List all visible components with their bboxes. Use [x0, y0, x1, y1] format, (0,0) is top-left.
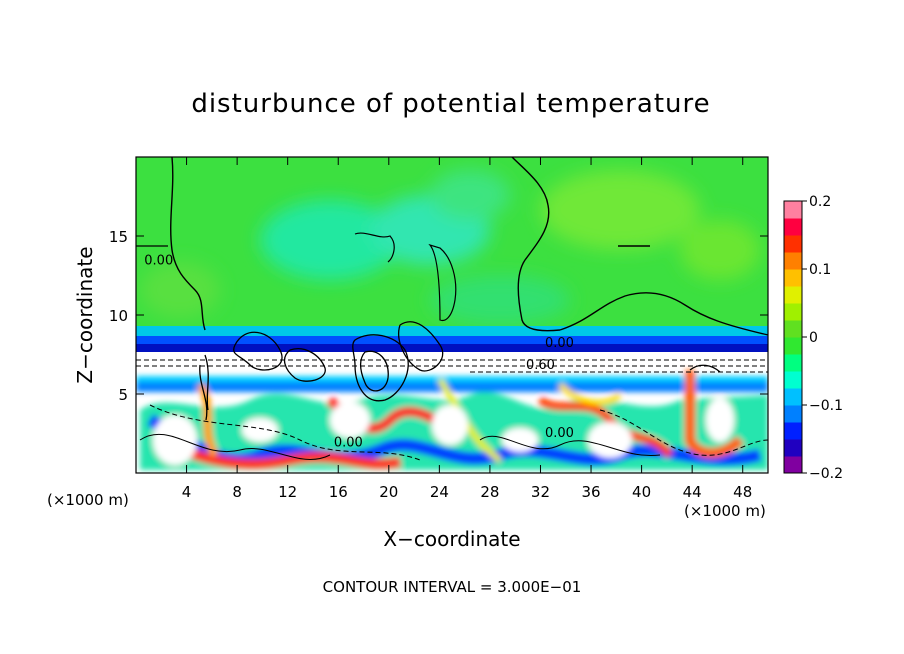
contour-line-turbulent-6	[359, 350, 389, 392]
contour-label: 0.00	[334, 435, 363, 450]
svg-text:0.00: 0.00	[144, 254, 173, 269]
x-tick-label: 12	[278, 483, 297, 501]
colorbar-swatch	[784, 235, 802, 253]
colorbar-swatch	[784, 354, 802, 372]
x-tick-label: 4	[182, 483, 192, 501]
contour-line-turbulent-2	[352, 334, 409, 402]
y-tick-label: 5	[118, 386, 128, 404]
svg-text:0.60: 0.60	[526, 358, 555, 373]
colorbar-swatch	[784, 422, 802, 440]
colorbar-swatch	[784, 439, 802, 457]
colorbar-swatch	[784, 371, 802, 389]
colorbar-swatch	[784, 286, 802, 304]
x-unit-right: (×1000 m)	[684, 502, 766, 520]
x-tick-label: 24	[430, 483, 449, 501]
contour-lines	[136, 157, 768, 461]
x-tick-label: 40	[632, 483, 651, 501]
colorbar-swatch	[784, 252, 802, 270]
x-tick-label: 28	[480, 483, 499, 501]
colorbar-tick-label: 0.2	[809, 194, 831, 210]
svg-text:0.00: 0.00	[545, 426, 574, 441]
contour-line-turbulent-4	[283, 348, 326, 382]
colorbar-swatch	[784, 320, 802, 338]
contour-label: 0.00	[545, 336, 574, 351]
colorbar-swatch	[784, 201, 802, 219]
chart-title: disturbunce of potential temperature	[191, 89, 710, 119]
colorbar-swatch	[784, 388, 802, 406]
contour-line-patch	[428, 243, 457, 322]
x-tick-label: 16	[329, 483, 348, 501]
x-unit-left: (×1000 m)	[47, 491, 129, 509]
colorbar-tick-label: 0.1	[809, 262, 831, 278]
x-tick-label: 36	[581, 483, 600, 501]
x-tick-label: 44	[683, 483, 702, 501]
contour-line-zero-right	[559, 292, 768, 336]
colorbar-tick-label: −0.1	[809, 398, 843, 414]
contour-line-turbulent-1	[233, 331, 283, 371]
x-tick-label: 32	[531, 483, 550, 501]
contour-line-lower-1	[139, 433, 331, 460]
svg-text:0.00: 0.00	[545, 336, 574, 351]
contour-line-turbulent-3	[398, 321, 444, 372]
contour-label: 0.00	[545, 426, 574, 441]
contour-label: 0.60	[526, 358, 555, 373]
heatmap-field	[136, 157, 768, 473]
svg-text:0.00: 0.00	[334, 435, 363, 450]
x-tick-label: 48	[733, 483, 752, 501]
contour-labels: 0.00 0.00 0.00 0.00 0.60	[144, 254, 574, 451]
x-axis-label: X−coordinate	[383, 527, 520, 551]
colorbar-swatch	[784, 405, 802, 423]
contour-line-zero-middle	[511, 157, 561, 332]
contour-line-dashed-4	[149, 404, 421, 461]
y-tick-label: 10	[109, 307, 128, 325]
contour-line-turbulent-7	[689, 364, 721, 373]
colorbar-swatch	[784, 269, 802, 287]
colorbar-swatch	[784, 303, 802, 321]
colorbar-tick-label: 0	[809, 330, 818, 346]
y-tick-label: 15	[109, 228, 128, 246]
contour-line-dashed-5	[599, 409, 768, 456]
colorbar-swatch	[784, 337, 802, 355]
contour-line-zero-left	[170, 157, 206, 331]
contour-line-lower-2	[479, 435, 661, 457]
x-tick-label: 8	[232, 483, 242, 501]
colorbar-tick-label: −0.2	[809, 466, 843, 482]
colorbar-swatch	[784, 218, 802, 236]
colorbar-swatch	[784, 456, 802, 474]
contour-label: 0.00	[144, 254, 173, 269]
y-axis-label: Z−coordinate	[73, 246, 97, 383]
contour-line-turbulent-5	[199, 354, 209, 421]
contour-line-small-2	[354, 232, 395, 263]
x-tick-label: 20	[379, 483, 398, 501]
colorbar: 0.2 0.1 0 −0.1 −0.2	[783, 194, 843, 482]
footer-note: CONTOUR INTERVAL = 3.000E−01	[323, 578, 582, 596]
